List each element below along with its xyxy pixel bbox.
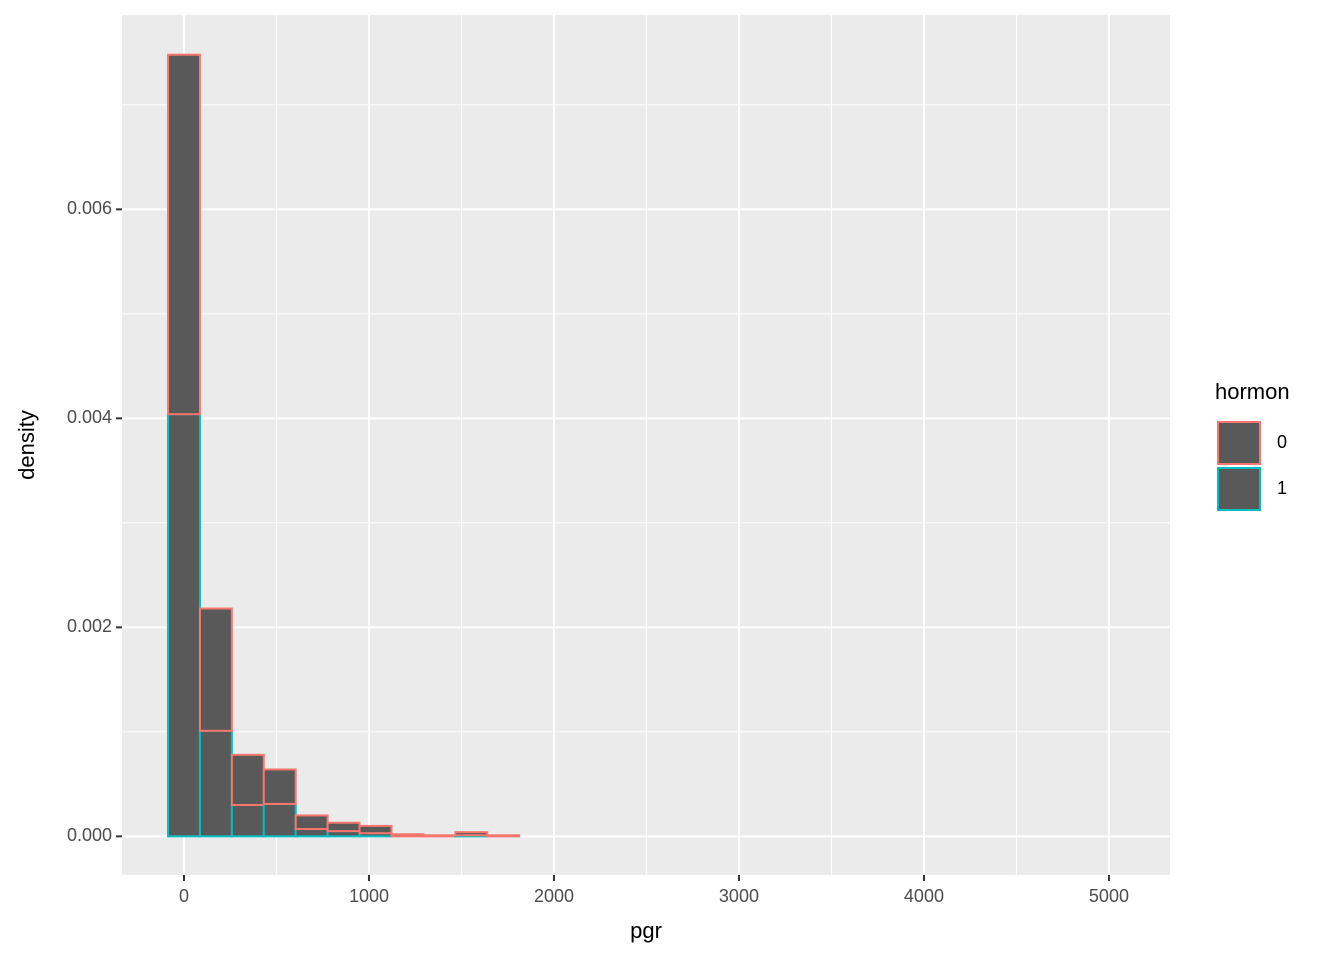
bar xyxy=(167,413,201,838)
x-tick-label: 3000 xyxy=(719,886,759,906)
x-tick-label: 5000 xyxy=(1089,886,1129,906)
bar xyxy=(390,833,425,838)
bar xyxy=(422,834,457,838)
bar xyxy=(167,53,201,416)
y-tick-label: 0.002 xyxy=(67,616,112,636)
bar xyxy=(262,802,297,838)
x-tick-label: 4000 xyxy=(904,886,944,906)
bar xyxy=(294,828,329,838)
legend-label: 0 xyxy=(1277,432,1287,452)
axes: 0.000 0.002 0.004 0.006 0 1000 2000 3000 4000 500… xyxy=(67,198,1129,906)
bar xyxy=(198,607,233,732)
legend-key xyxy=(1217,421,1261,465)
legend-label: 1 xyxy=(1277,478,1287,498)
legend: 01 xyxy=(1217,421,1287,511)
bar xyxy=(486,834,521,838)
x-tick-label: 1000 xyxy=(349,886,389,906)
bar xyxy=(294,814,329,831)
bar xyxy=(230,753,265,806)
bar xyxy=(262,768,297,805)
bar xyxy=(230,803,265,838)
bar xyxy=(454,831,489,837)
x-tick-label: 2000 xyxy=(534,886,574,906)
bar xyxy=(326,821,361,833)
bar xyxy=(198,729,233,838)
y-tick-label: 0.000 xyxy=(67,825,112,845)
x-tick-label: 0 xyxy=(179,886,189,906)
y-axis-title: density xyxy=(14,410,39,480)
y-tick-label: 0.006 xyxy=(67,198,112,218)
y-tick-label: 0.004 xyxy=(67,407,112,427)
x-axis-title: pgr xyxy=(630,918,662,943)
bars xyxy=(167,53,521,838)
legend-title: hormon xyxy=(1215,379,1290,404)
legend-key xyxy=(1217,467,1261,511)
bar xyxy=(358,824,393,835)
